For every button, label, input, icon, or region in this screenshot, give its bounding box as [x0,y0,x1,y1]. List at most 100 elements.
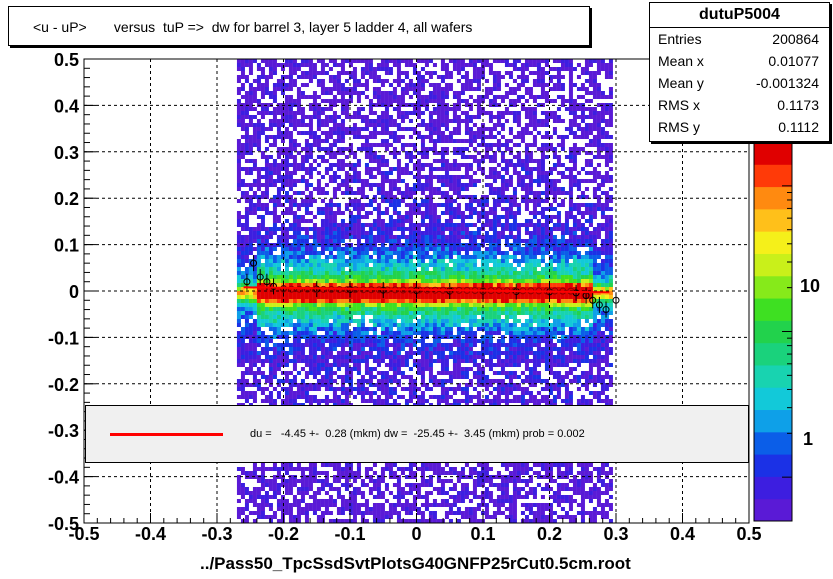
heatmap-cell [420,483,425,487]
heatmap-cell [280,331,285,335]
heatmap-cell [356,319,361,323]
heatmap-cell [440,159,445,163]
heatmap-cell [360,307,365,311]
heatmap-cell [464,395,469,399]
heatmap-cell [288,275,293,279]
heatmap-cell [332,359,337,363]
heatmap-cell [296,223,301,227]
heatmap-cell [368,279,373,283]
heatmap-cell [468,163,473,167]
heatmap-cell [412,395,417,399]
heatmap-cell [244,159,249,163]
heatmap-cell [436,123,441,127]
heatmap-cell [404,279,409,283]
heatmap-cell [316,187,321,191]
heatmap-cell [380,195,385,199]
heatmap-cell [416,131,421,135]
heatmap-cell [260,471,265,475]
heatmap-cell [356,131,361,135]
heatmap-cell [364,139,369,143]
heatmap-cell [368,399,373,403]
heatmap-cell [396,215,401,219]
heatmap-cell [428,147,433,151]
heatmap-cell [352,255,357,259]
heatmap-cell [456,259,461,263]
heatmap-cell [332,195,337,199]
heatmap-cell [276,63,281,67]
heatmap-cell [332,99,337,103]
heatmap-cell [312,107,317,111]
heatmap-cell [464,207,469,211]
heatmap-cell [408,347,413,351]
heatmap-cell [396,95,401,99]
heatmap-cell [432,95,437,99]
heatmap-cell [340,123,345,127]
heatmap-cell [272,311,277,315]
heatmap-cell [436,255,441,259]
heatmap-cell [372,295,377,299]
heatmap-cell [344,111,349,115]
heatmap-cell [304,359,309,363]
heatmap-cell [388,167,393,171]
heatmap-cell [268,251,273,255]
heatmap-cell [384,179,389,183]
heatmap-cell [432,299,437,303]
heatmap-cell [292,291,297,295]
heatmap-cell [356,347,361,351]
heatmap-cell [388,67,393,71]
heatmap-cell [448,283,453,287]
heatmap-cell [316,251,321,255]
heatmap-cell [268,67,273,71]
heatmap-cell [316,263,321,267]
heatmap-cell [444,379,449,383]
heatmap-cell [264,91,269,95]
heatmap-cell [256,175,261,179]
heatmap-cell [404,339,409,343]
heatmap-cell [320,243,325,247]
heatmap-cell [400,251,405,255]
heatmap-cell [308,135,313,139]
heatmap-cell [272,87,277,91]
heatmap-cell [268,291,273,295]
heatmap-cell [428,247,433,251]
heatmap-cell [412,499,417,503]
heatmap-cell [256,503,261,507]
heatmap-cell [280,67,285,71]
heatmap-cell [244,371,249,375]
heatmap-cell [276,363,281,367]
heatmap-cell [236,475,241,479]
heatmap-cell [432,499,437,503]
heatmap-cell [352,511,357,515]
heatmap-cell [416,275,421,279]
heatmap-cell [416,107,421,111]
heatmap-cell [412,211,417,215]
heatmap-cell [384,223,389,227]
heatmap-cell [272,111,277,115]
heatmap-cell [388,271,393,275]
heatmap-cell [424,323,429,327]
heatmap-cell [396,191,401,195]
heatmap-cell [448,287,453,291]
heatmap-cell [396,379,401,383]
heatmap-cell [252,291,257,295]
heatmap-cell [252,463,257,467]
heatmap-cell [388,323,393,327]
heatmap-cell [464,303,469,307]
heatmap-cell [240,155,245,159]
heatmap-cell [440,195,445,199]
heatmap-cell [312,499,317,503]
heatmap-cell [384,323,389,327]
heatmap-cell [416,183,421,187]
heatmap-cell [244,355,249,359]
heatmap-cell [320,479,325,483]
heatmap-cell [424,383,429,387]
heatmap-cell [440,283,445,287]
heatmap-cell [328,223,333,227]
heatmap-cell [376,67,381,71]
heatmap-cell [396,323,401,327]
heatmap-cell [252,499,257,503]
heatmap-cell [456,263,461,267]
heatmap-cell [452,103,457,107]
heatmap-cell [360,391,365,395]
heatmap-cell [352,495,357,499]
